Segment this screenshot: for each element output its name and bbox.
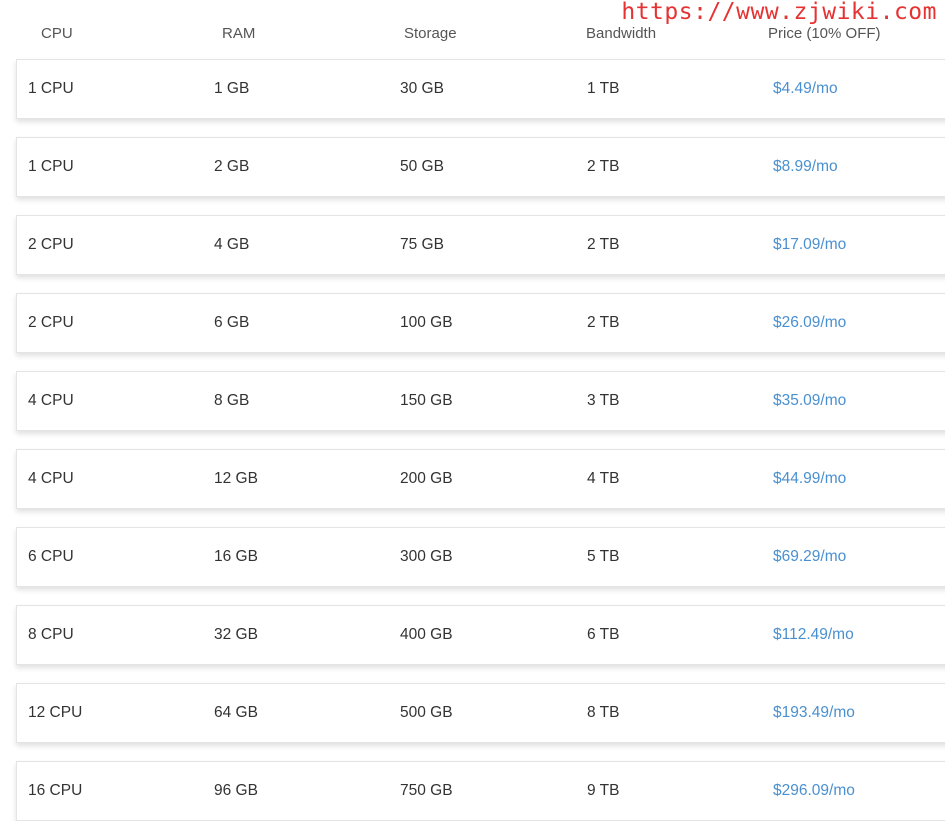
- plan-row[interactable]: 12 CPU 64 GB 500 GB 8 TB $193.49/mo: [16, 683, 945, 743]
- cell-bandwidth: 1 TB: [587, 80, 620, 97]
- cell-bandwidth: 9 TB: [587, 782, 620, 799]
- cell-storage: 30 GB: [400, 80, 444, 97]
- header-ram: RAM: [222, 25, 256, 42]
- cell-bandwidth: 8 TB: [587, 704, 620, 721]
- cell-storage: 150 GB: [400, 392, 453, 409]
- plan-row[interactable]: 16 CPU 96 GB 750 GB 9 TB $296.09/mo: [16, 761, 945, 821]
- cell-price: $35.09/mo: [773, 392, 847, 409]
- plan-row[interactable]: 2 CPU 6 GB 100 GB 2 TB $26.09/mo: [16, 293, 945, 353]
- cell-bandwidth: 6 TB: [587, 626, 620, 643]
- header-price: Price (10% OFF): [768, 25, 881, 42]
- cell-storage: 100 GB: [400, 314, 453, 331]
- cell-cpu: 4 CPU: [28, 392, 74, 409]
- cell-bandwidth: 3 TB: [587, 392, 620, 409]
- watermark: https://www.zjwiki.com: [621, 0, 937, 25]
- cell-ram: 64 GB: [214, 704, 258, 721]
- cell-bandwidth: 2 TB: [587, 236, 620, 253]
- cell-cpu: 12 CPU: [28, 704, 83, 721]
- cell-storage: 300 GB: [400, 548, 453, 565]
- cell-cpu: 2 CPU: [28, 314, 74, 331]
- cell-cpu: 6 CPU: [28, 548, 74, 565]
- cell-ram: 16 GB: [214, 548, 258, 565]
- cell-cpu: 1 CPU: [28, 80, 74, 97]
- cell-ram: 1 GB: [214, 80, 250, 97]
- cell-bandwidth: 2 TB: [587, 314, 620, 331]
- cell-price: $69.29/mo: [773, 548, 847, 565]
- cell-price: $112.49/mo: [773, 626, 854, 643]
- cell-storage: 200 GB: [400, 470, 453, 487]
- cell-ram: 8 GB: [214, 392, 250, 409]
- cell-storage: 750 GB: [400, 782, 453, 799]
- plan-row[interactable]: 2 CPU 4 GB 75 GB 2 TB $17.09/mo: [16, 215, 945, 275]
- cell-price: $17.09/mo: [773, 236, 847, 253]
- cell-ram: 4 GB: [214, 236, 250, 253]
- cell-storage: 400 GB: [400, 626, 453, 643]
- plan-row[interactable]: 8 CPU 32 GB 400 GB 6 TB $112.49/mo: [16, 605, 945, 665]
- cell-bandwidth: 5 TB: [587, 548, 620, 565]
- header-cpu: CPU: [41, 25, 73, 42]
- cell-storage: 50 GB: [400, 158, 444, 175]
- cell-price: $4.49/mo: [773, 80, 838, 97]
- plan-row[interactable]: 4 CPU 12 GB 200 GB 4 TB $44.99/mo: [16, 449, 945, 509]
- cell-price: $296.09/mo: [773, 782, 855, 799]
- cell-cpu: 2 CPU: [28, 236, 74, 253]
- cell-bandwidth: 2 TB: [587, 158, 620, 175]
- cell-price: $193.49/mo: [773, 704, 855, 721]
- plan-row[interactable]: 1 CPU 2 GB 50 GB 2 TB $8.99/mo: [16, 137, 945, 197]
- cell-ram: 12 GB: [214, 470, 258, 487]
- plan-row[interactable]: 1 CPU 1 GB 30 GB 1 TB $4.49/mo: [16, 59, 945, 119]
- cell-cpu: 8 CPU: [28, 626, 74, 643]
- table-header: CPU RAM Storage Bandwidth Price (10% OFF): [0, 25, 945, 45]
- cell-ram: 2 GB: [214, 158, 250, 175]
- cell-cpu: 1 CPU: [28, 158, 74, 175]
- cell-price: $44.99/mo: [773, 470, 847, 487]
- cell-storage: 75 GB: [400, 236, 444, 253]
- cell-cpu: 4 CPU: [28, 470, 74, 487]
- header-storage: Storage: [404, 25, 457, 42]
- cell-storage: 500 GB: [400, 704, 453, 721]
- plan-row[interactable]: 6 CPU 16 GB 300 GB 5 TB $69.29/mo: [16, 527, 945, 587]
- cell-price: $8.99/mo: [773, 158, 838, 175]
- cell-bandwidth: 4 TB: [587, 470, 620, 487]
- cell-ram: 96 GB: [214, 782, 258, 799]
- cell-price: $26.09/mo: [773, 314, 847, 331]
- cell-ram: 32 GB: [214, 626, 258, 643]
- cell-ram: 6 GB: [214, 314, 250, 331]
- plan-row[interactable]: 4 CPU 8 GB 150 GB 3 TB $35.09/mo: [16, 371, 945, 431]
- cell-cpu: 16 CPU: [28, 782, 83, 799]
- header-bandwidth: Bandwidth: [586, 25, 657, 42]
